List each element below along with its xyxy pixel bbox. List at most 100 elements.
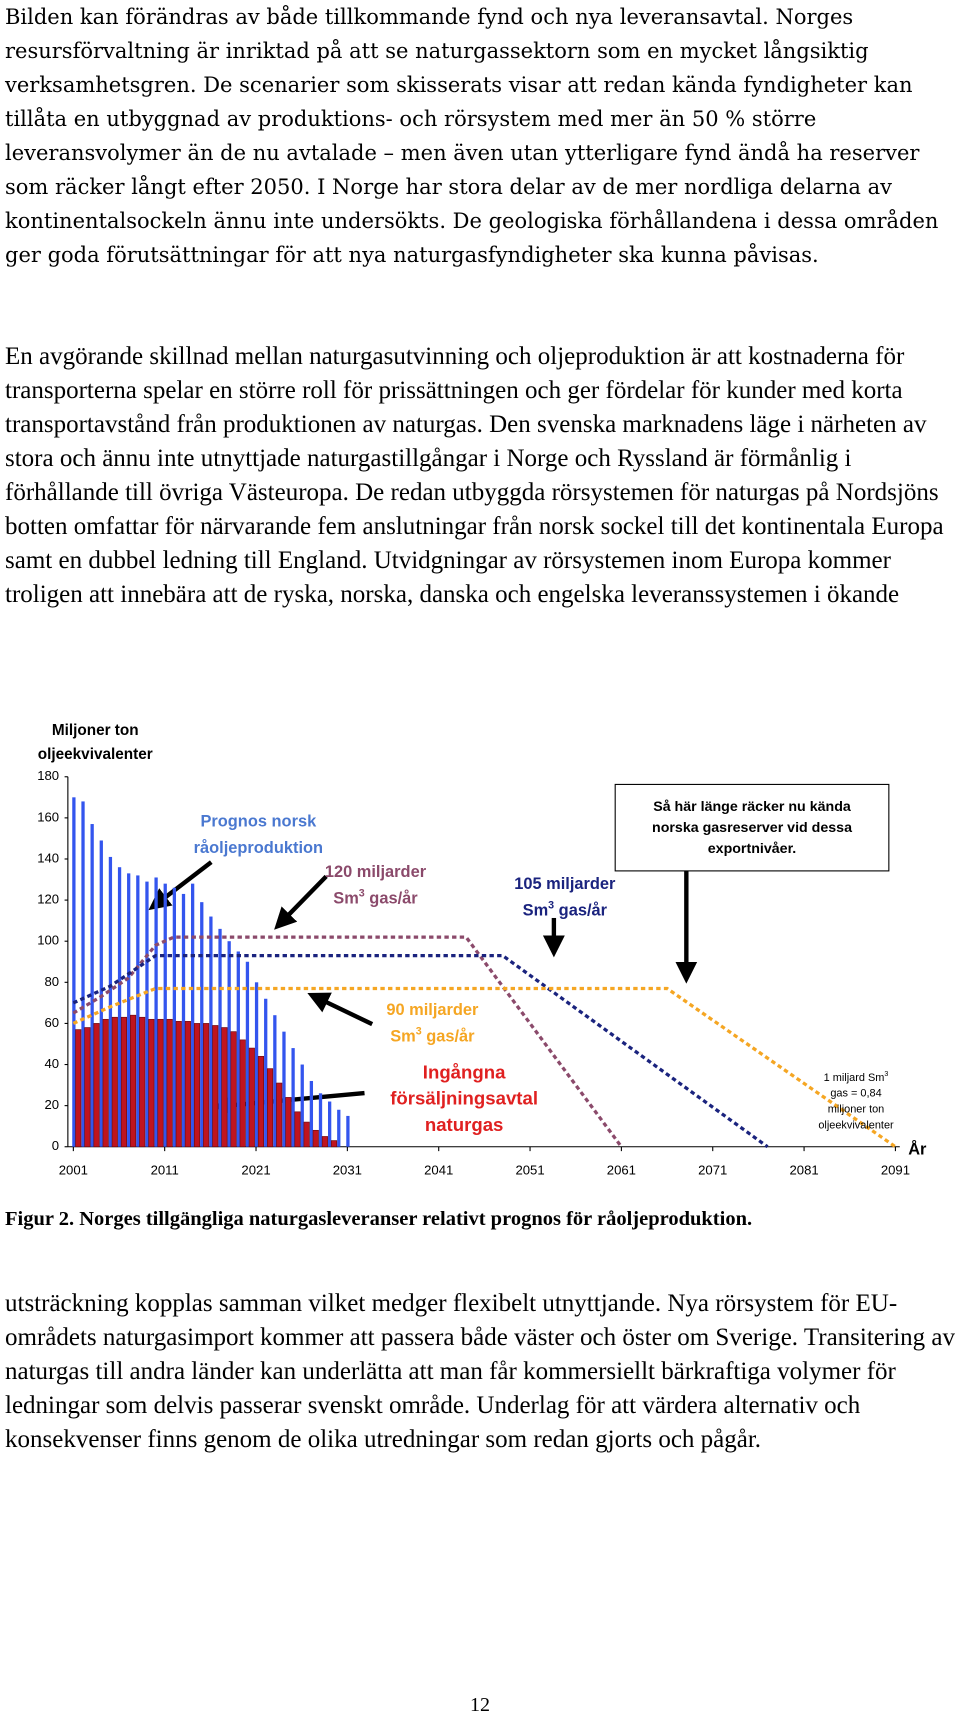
annotation: gas = 0,84: [830, 1088, 881, 1100]
y-axis-label: Miljoner ton: [52, 722, 139, 739]
y-tick-label: 100: [37, 933, 59, 948]
bar: [212, 1025, 219, 1148]
y-tick-label: 60: [45, 1015, 60, 1030]
annotation-text: 90 miljarder: [386, 1001, 479, 1019]
bar: [291, 1048, 295, 1147]
annotation-text: gas/år: [554, 902, 608, 920]
bar: [264, 998, 268, 1147]
page-number: 12: [470, 1694, 490, 1716]
callout-text: exportnivåer.: [708, 841, 797, 857]
annotation: försäljningsavtal: [390, 1088, 538, 1109]
bar: [102, 1018, 109, 1148]
y-tick-label: 20: [45, 1097, 60, 1112]
bar: [111, 1016, 118, 1148]
bar: [221, 1027, 228, 1148]
annotation: Sm3 gas/år: [333, 887, 418, 908]
annotation-text: oljeekvivalenter: [818, 1119, 894, 1131]
bar: [321, 1136, 328, 1148]
annotation-text: Ingångna: [423, 1061, 506, 1082]
x-tick-label: 2091: [881, 1162, 910, 1177]
bar: [218, 928, 222, 1147]
annotation: miljoner ton: [828, 1103, 885, 1115]
annotation-text: Sm: [390, 1028, 416, 1046]
annotation: oljeekvivalenter: [818, 1119, 894, 1131]
annotation: naturgas: [425, 1114, 504, 1135]
bar: [108, 856, 113, 1147]
bar: [276, 1082, 283, 1148]
annotation-text: Sm: [523, 902, 549, 920]
bar: [346, 1115, 350, 1147]
bar: [136, 875, 140, 1147]
bar: [328, 1101, 332, 1147]
bar: [254, 982, 259, 1147]
bar: [117, 867, 122, 1147]
x-tick-label: 2011: [151, 1162, 179, 1177]
y-tick-label: 180: [37, 768, 59, 783]
bar: [84, 1027, 91, 1148]
bar: [130, 1014, 137, 1148]
bar: [193, 1023, 201, 1148]
annotation-text: 3: [359, 887, 365, 899]
bar: [236, 951, 240, 1147]
annotation-text: gas = 0,84: [830, 1088, 881, 1100]
annotation-text: råoljeproduktion: [194, 839, 323, 857]
bar: [230, 1031, 237, 1148]
bar: [337, 1109, 341, 1147]
annotation-text: 105 miljarder: [514, 875, 616, 893]
bar: [166, 1018, 173, 1148]
bar: [90, 824, 94, 1147]
callout-box: [614, 783, 890, 872]
bar: [93, 1023, 100, 1148]
bar: [312, 1129, 319, 1148]
annotation-text: 3: [416, 1025, 422, 1037]
x-tick-label: 2061: [607, 1162, 636, 1177]
annotation: Ingångna: [423, 1061, 506, 1082]
figure-caption: Figur 2. Norges tillgängliga naturgaslev…: [5, 1208, 753, 1230]
bar: [203, 1023, 210, 1148]
bar: [145, 881, 149, 1147]
annotation: 120 miljarder: [325, 863, 427, 881]
bar: [148, 1018, 155, 1148]
bar: [330, 1140, 338, 1148]
y-tick-label: 160: [37, 809, 59, 824]
x-tick-label: 2041: [424, 1162, 453, 1177]
y-tick-label: 80: [45, 974, 60, 989]
x-tick-label: 2031: [333, 1162, 362, 1177]
annotation: Sm3 gas/år: [523, 899, 608, 920]
annotation-text: 1 miljard Sm: [824, 1072, 885, 1084]
bar: [245, 961, 250, 1147]
bar: [248, 1047, 255, 1148]
bar: [184, 1021, 191, 1148]
bar: [300, 1064, 304, 1147]
callout-text: Så här länge räcker nu kända: [653, 799, 851, 815]
paragraph: utsträckning kopplas samman vilket medge…: [5, 1290, 955, 1453]
chart: 0 20 40 60 80 100 120 140 160 180 2001 2011 2021 2031…: [37, 722, 927, 1177]
bar: [75, 1029, 82, 1148]
bar: [157, 1018, 164, 1148]
annotation-text: försäljningsavtal: [390, 1088, 538, 1109]
paragraph: Bilden kan förändras av både tillkommand…: [5, 5, 939, 267]
annotation-text: Prognos norsk: [200, 813, 317, 831]
bar: [163, 883, 167, 1147]
x-axis-label: År: [908, 1139, 927, 1158]
bar: [139, 1016, 146, 1148]
annotation-text: 3: [884, 1070, 888, 1078]
bar: [227, 941, 231, 1147]
bar: [127, 873, 131, 1147]
annotation-text: Sm: [333, 890, 359, 908]
bar: [172, 887, 177, 1147]
bar: [120, 1016, 128, 1148]
x-tick-label: 2051: [515, 1162, 544, 1177]
bar: [200, 902, 204, 1147]
bar: [303, 1121, 310, 1148]
bar: [190, 883, 195, 1147]
bar: [294, 1111, 301, 1148]
paragraph: En avgörande skillnad mellan naturgasutv…: [5, 343, 944, 608]
bar: [81, 801, 85, 1147]
annotation: Sm3 gas/år: [390, 1025, 475, 1046]
line: [72, 935, 623, 1148]
annotation-text: naturgas: [425, 1114, 504, 1135]
x-tick-label: 2001: [59, 1162, 88, 1177]
bar: [154, 877, 158, 1147]
